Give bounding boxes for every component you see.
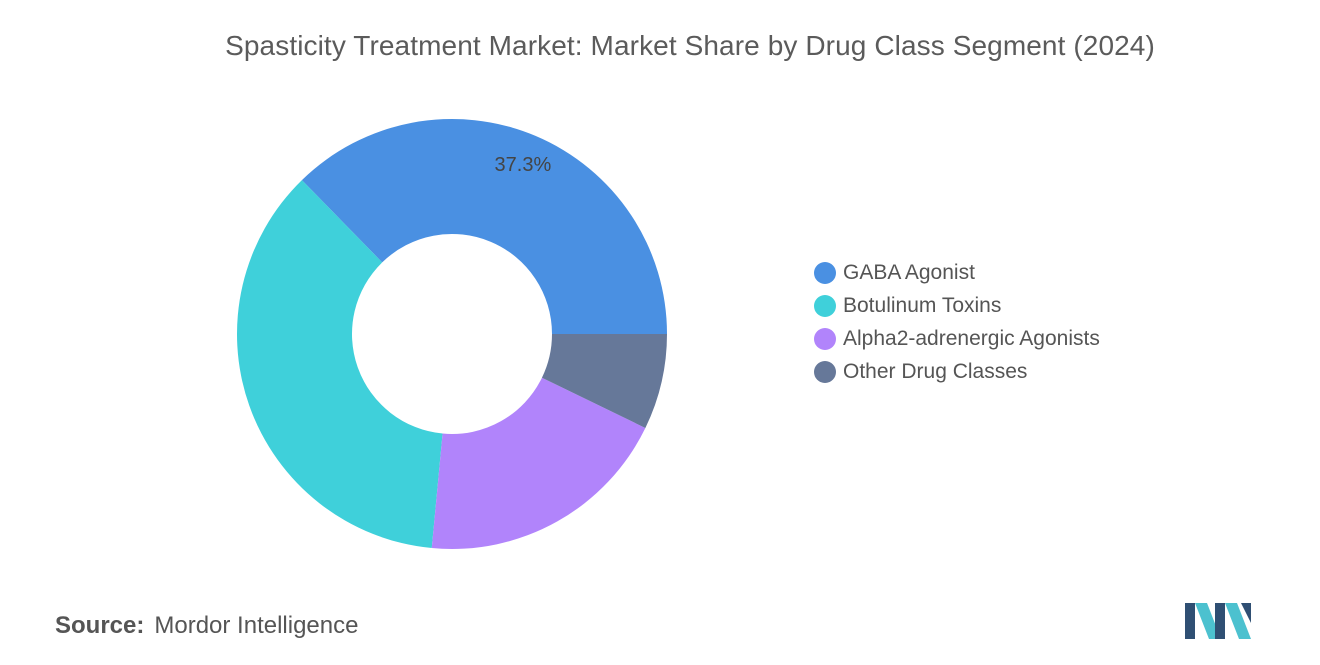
legend-label-alpha2-adrenergic-agonists: Alpha2-adrenergic Agonists (843, 326, 1100, 350)
mordor-intelligence-logo-icon (1185, 603, 1251, 639)
legend-label-gaba-agonist: GABA Agonist (843, 260, 975, 284)
slice-botulinum-toxins (236, 180, 443, 549)
logo-shape-right (1241, 603, 1251, 623)
source-label: Source: (55, 612, 145, 639)
legend-item-alpha2-adrenergic-agonists: Alpha2-adrenergic Agonists (814, 322, 1100, 355)
legend-item-botulinum-toxins: Botulinum Toxins (814, 289, 1100, 322)
legend-swatch-other-drug-classes (814, 360, 836, 383)
legend-label-other-drug-classes: Other Drug Classes (843, 359, 1028, 383)
logo-shape-diag-1 (1195, 603, 1221, 639)
legend-label-botulinum-toxins: Botulinum Toxins (843, 293, 1002, 317)
slice-gaba-agonist (301, 118, 667, 334)
logo-shape-mid (1215, 603, 1225, 639)
legend: GABA Agonist Botulinum Toxins Alpha2-adr… (814, 256, 1100, 388)
legend-swatch-gaba-agonist (814, 261, 836, 284)
legend-swatch-botulinum-toxins (814, 294, 836, 317)
source-note: Source: Mordor Intelligence (55, 612, 358, 640)
slice-other-drug-classes (541, 334, 667, 428)
legend-item-gaba-agonist: GABA Agonist (814, 256, 1100, 289)
logo-shape-diag-2 (1225, 603, 1251, 639)
source-value: Mordor Intelligence (154, 612, 359, 639)
data-label-gaba-agonist: 37.3% (495, 154, 552, 176)
slice-alpha2-adrenergic-agonists (431, 377, 646, 549)
chart-title: Spasticity Treatment Market: Market Shar… (225, 30, 1155, 61)
legend-item-other-drug-classes: Other Drug Classes (814, 355, 1100, 388)
legend-swatch-alpha2-adrenergic-agonists (814, 327, 836, 350)
logo-shape-left (1185, 603, 1195, 639)
